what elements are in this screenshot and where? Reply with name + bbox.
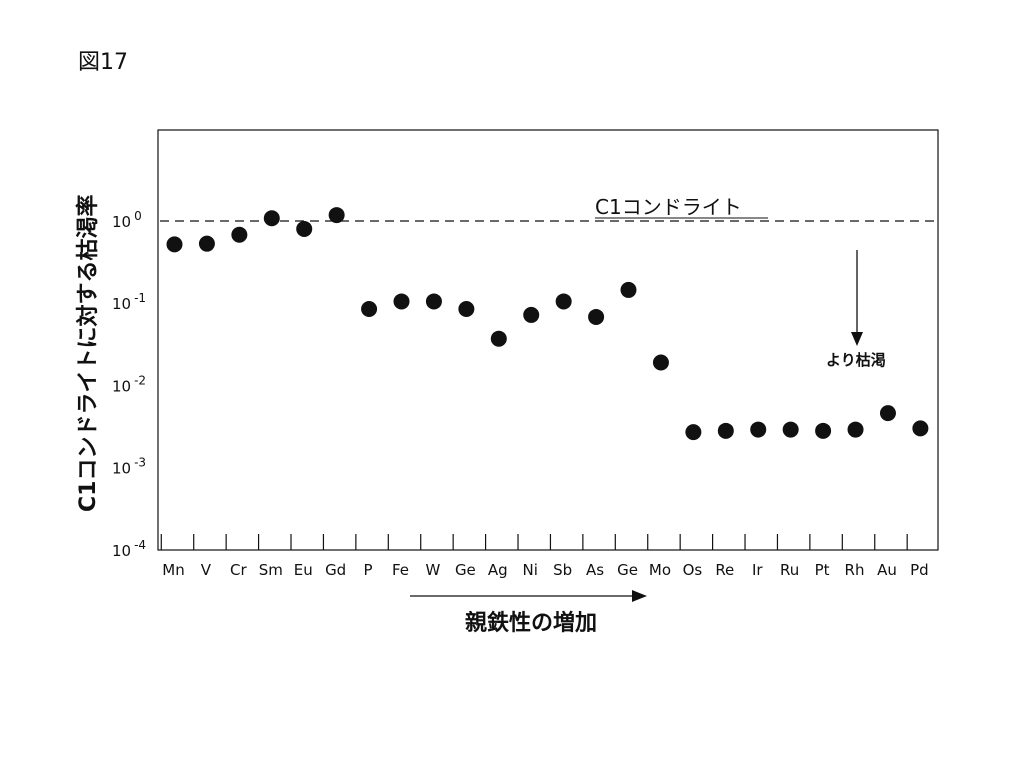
data-point — [750, 421, 767, 438]
data-point — [425, 293, 442, 310]
plot-frame — [157, 129, 939, 551]
x-category-label: Ag — [488, 561, 508, 579]
data-point — [652, 354, 669, 371]
x-category-label: Au — [877, 561, 897, 579]
x-category-label: Os — [683, 561, 703, 579]
x-category-label: Eu — [294, 561, 313, 579]
x-category-label: Cr — [230, 561, 247, 579]
data-point — [263, 210, 280, 227]
reference-line-label: C1コンドライト — [595, 195, 742, 219]
y-axis-label: C1コンドライトに対する枯渇率 — [75, 195, 101, 512]
x-category-label: Sb — [553, 561, 572, 579]
data-point — [458, 301, 475, 318]
y-tick-label: 10 -1 — [112, 291, 146, 313]
data-point — [782, 421, 799, 438]
data-point — [555, 293, 572, 310]
data-point — [198, 235, 215, 252]
y-tick-label: 10 -3 — [112, 456, 146, 478]
data-points — [166, 207, 929, 441]
data-point — [717, 422, 734, 439]
x-category-label: P — [364, 561, 373, 579]
x-category-label: V — [201, 561, 212, 579]
x-category-label: Fe — [392, 561, 409, 579]
data-point — [620, 281, 637, 298]
y-tick-label: 10 -2 — [112, 373, 146, 395]
x-category-label: Ni — [523, 561, 538, 579]
data-point — [361, 301, 378, 318]
x-category-label: Pd — [910, 561, 929, 579]
figure-label: 図17 — [78, 50, 128, 75]
data-point — [847, 421, 864, 438]
data-point — [166, 236, 183, 253]
data-point — [685, 424, 702, 441]
x-category-label: Ge — [455, 561, 476, 579]
data-point — [393, 293, 410, 310]
x-category-label: Gd — [325, 561, 346, 579]
data-point — [815, 422, 832, 439]
trend-label: 親鉄性の増加 — [465, 610, 597, 636]
data-point — [490, 330, 507, 347]
trend-arrow-head — [632, 590, 647, 602]
data-point — [912, 420, 929, 437]
data-point — [231, 226, 248, 243]
data-point — [523, 306, 540, 323]
depletion-arrow-head — [851, 332, 863, 346]
x-category-label: Mn — [162, 561, 184, 579]
data-point — [588, 308, 605, 325]
y-tick-label: 10 -4 — [112, 538, 146, 560]
x-category-label: Ru — [780, 561, 799, 579]
x-ticks — [160, 534, 908, 550]
x-category-label: Mo — [649, 561, 671, 579]
data-point — [328, 207, 345, 224]
x-labels: Mn V Cr Sm Eu Gd P Fe W Ge Ag Ni Sb As Ge Mo Os Re Ir Ru Pt R… — [162, 561, 928, 579]
x-category-label: Ge — [617, 561, 638, 579]
data-point — [296, 220, 313, 237]
y-tick-label: 10 0 — [112, 209, 142, 231]
x-category-label: W — [426, 561, 441, 579]
x-category-label: Re — [715, 561, 734, 579]
x-category-label: Rh — [845, 561, 865, 579]
x-category-label: Ir — [752, 561, 763, 579]
data-point — [879, 405, 896, 422]
x-category-label: As — [586, 561, 604, 579]
depletion-label: より枯渇 — [826, 351, 886, 369]
x-category-label: Sm — [259, 561, 283, 579]
x-category-label: Pt — [815, 561, 830, 579]
